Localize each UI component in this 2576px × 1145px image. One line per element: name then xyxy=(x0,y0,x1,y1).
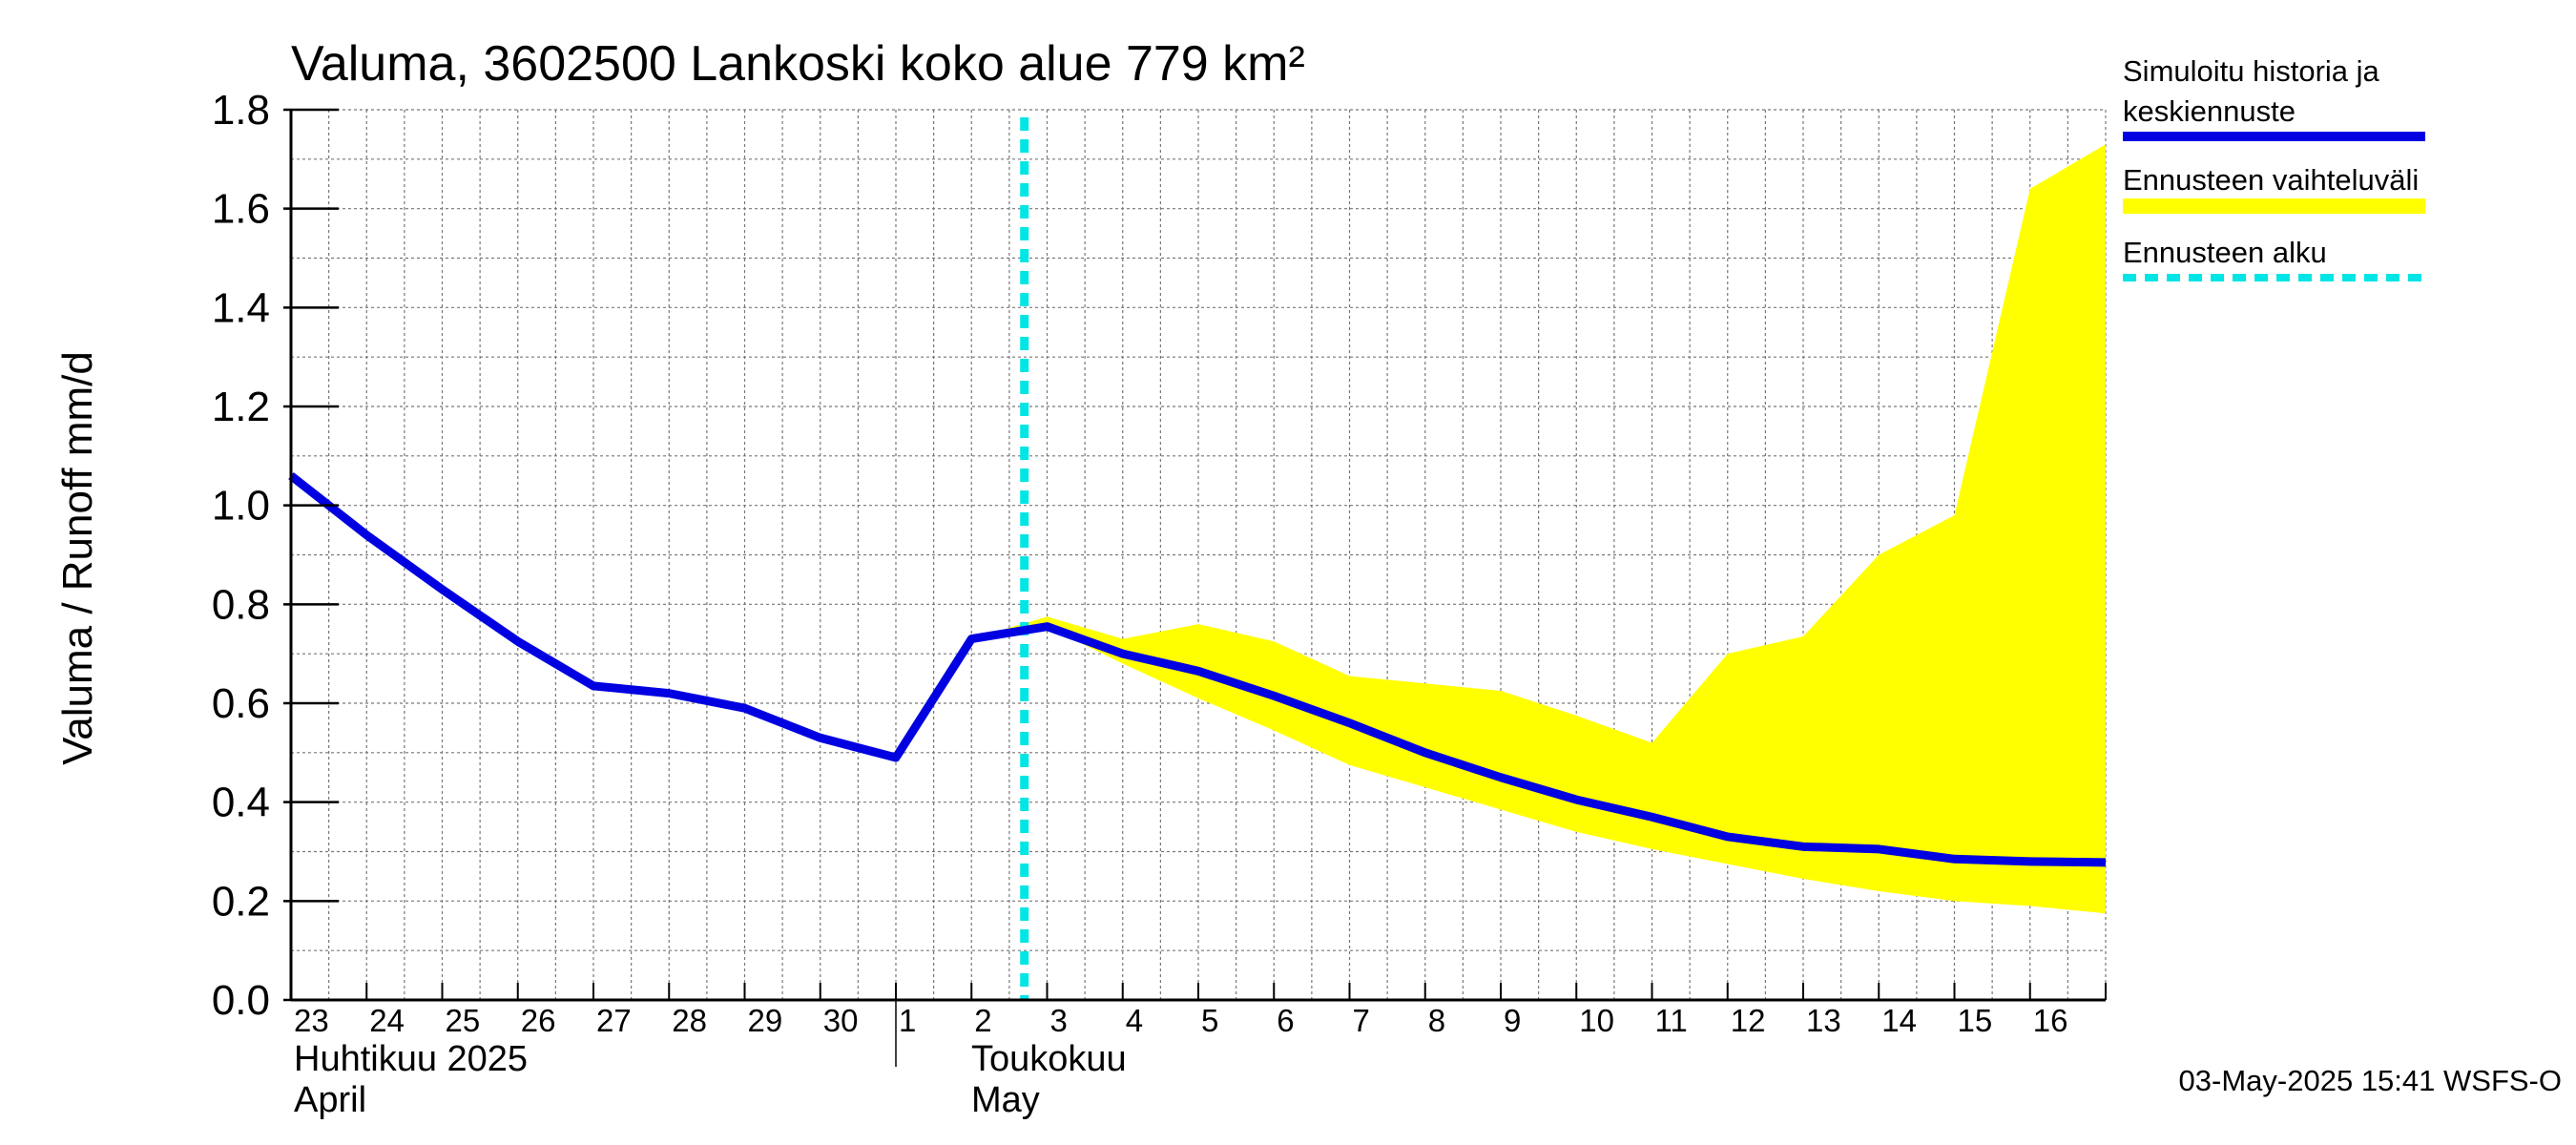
x-tick-label: 16 xyxy=(2033,1003,2068,1038)
month-label-april-line2: April xyxy=(294,1080,366,1120)
forecast-range-band xyxy=(971,144,2106,914)
x-tick-label: 30 xyxy=(823,1003,859,1038)
x-tick-label: 27 xyxy=(596,1003,632,1038)
y-tick-label: 1.8 xyxy=(212,87,270,134)
x-tick-label: 29 xyxy=(748,1003,783,1038)
x-tick-label: 26 xyxy=(521,1003,556,1038)
x-tick-label: 7 xyxy=(1353,1003,1370,1038)
x-tick-label: 8 xyxy=(1428,1003,1445,1038)
y-tick-label: 0.8 xyxy=(212,581,270,628)
y-axis-label: Valuma / Runoff mm/d xyxy=(54,351,101,765)
legend: Simuloitu historia ja keskiennuste Ennus… xyxy=(2123,54,2425,281)
x-tick-label: 3 xyxy=(1050,1003,1068,1038)
x-tick-label: 28 xyxy=(672,1003,707,1038)
x-tick-label: 10 xyxy=(1579,1003,1614,1038)
x-tick-label: 12 xyxy=(1731,1003,1766,1038)
month-label-april-line1: Huhtikuu 2025 xyxy=(294,1039,528,1079)
month-label-may-line1: Toukokuu xyxy=(971,1039,1127,1079)
x-tick-label: 24 xyxy=(369,1003,405,1038)
x-tick-label: 9 xyxy=(1504,1003,1521,1038)
x-tick-label: 1 xyxy=(899,1003,916,1038)
y-tick-label: 1.0 xyxy=(212,483,270,530)
y-tick-label: 0.2 xyxy=(212,878,270,925)
legend-label-forecast-start: Ennusteen alku xyxy=(2123,236,2327,269)
y-tick-label: 1.4 xyxy=(212,284,270,331)
x-tick-labels: 23 24 25 26 27 28 29 30 1 2 3 4 5 6 7 8 9 10 11 12 13 14 15 16 xyxy=(294,1003,2067,1038)
legend-label-range: Ennusteen vaihteluväli xyxy=(2123,163,2419,197)
y-tick-label: 1.2 xyxy=(212,384,270,430)
x-tick-label: 23 xyxy=(294,1003,329,1038)
legend-label-simulated-line2: keskiennuste xyxy=(2123,94,2296,128)
y-tick-labels: 0.0 0.2 0.4 0.6 0.8 1.0 1.2 1.4 1.6 1.8 xyxy=(212,87,270,1024)
legend-label-simulated-line1: Simuloitu historia ja xyxy=(2123,54,2380,88)
x-tick-label: 11 xyxy=(1655,1003,1688,1038)
y-tick-label: 0.6 xyxy=(212,680,270,727)
x-tick-label: 25 xyxy=(446,1003,481,1038)
x-tick-label: 14 xyxy=(1881,1003,1917,1038)
x-tick-label: 15 xyxy=(1958,1003,1993,1038)
x-tick-label: 2 xyxy=(974,1003,991,1038)
month-label-may-line2: May xyxy=(971,1080,1040,1120)
y-tick-label: 0.0 xyxy=(212,977,270,1024)
x-tick-label: 4 xyxy=(1126,1003,1143,1038)
footer-timestamp: 03-May-2025 15:41 WSFS-O xyxy=(2179,1064,2562,1097)
simulated-runoff-line xyxy=(288,472,2107,867)
y-tick-label: 1.6 xyxy=(212,186,270,233)
x-tick-label: 6 xyxy=(1277,1003,1294,1038)
axes xyxy=(283,108,2107,1067)
x-tick-label: 13 xyxy=(1806,1003,1841,1038)
x-tick-label: 5 xyxy=(1201,1003,1218,1038)
chart-title: Valuma, 3602500 Lankoski koko alue 779 k… xyxy=(291,36,1305,92)
y-tick-label: 0.4 xyxy=(212,780,270,826)
